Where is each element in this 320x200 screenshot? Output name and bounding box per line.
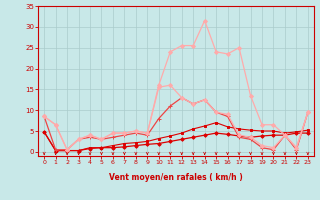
- X-axis label: Vent moyen/en rafales ( km/h ): Vent moyen/en rafales ( km/h ): [109, 174, 243, 183]
